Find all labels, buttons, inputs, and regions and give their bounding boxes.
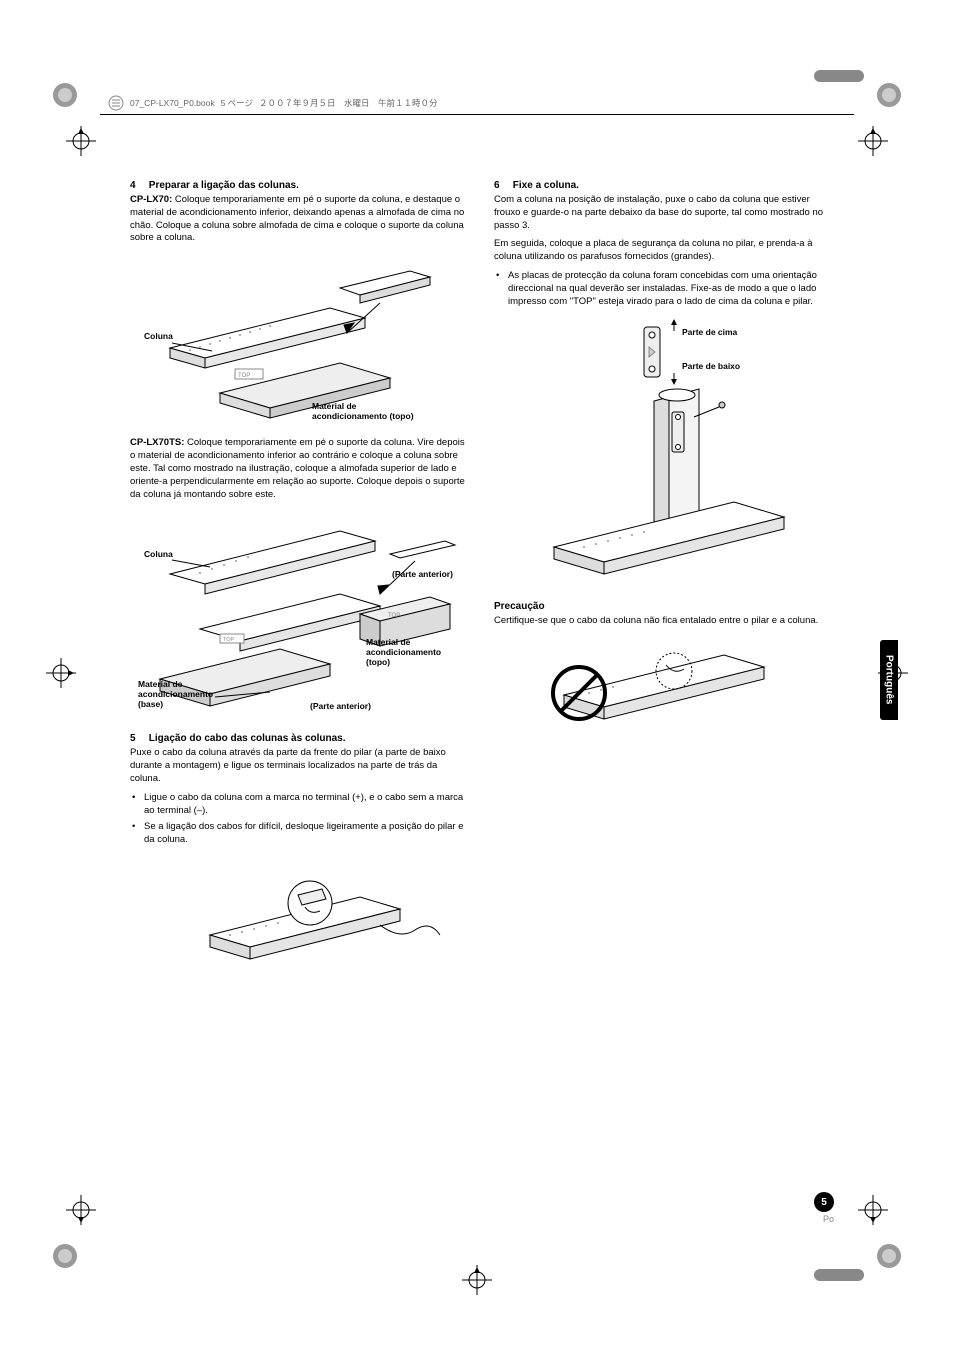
section-6-bullets: As placas de protecção da coluna foram c… — [494, 270, 830, 308]
reg-cross-bc — [462, 1265, 492, 1295]
figure-3 — [130, 855, 466, 975]
gray-tab-top — [814, 70, 864, 82]
figure-5 — [494, 635, 830, 735]
section-5-b2: Se a ligação dos cabos for difícil, desl… — [144, 821, 466, 847]
figure-5-svg — [494, 635, 830, 735]
section-4-p1: CP-LX70: Coloque temporariamente em pé o… — [130, 194, 466, 245]
section-6-head: 6 Fixe a coluna. — [494, 180, 830, 191]
section-4-p1-text: Coloque temporariamente em pé o suporte … — [130, 194, 464, 243]
section-6-title: Fixe a coluna. — [513, 180, 579, 191]
fig2-label-topo: Material de acondicionamento (topo) — [366, 637, 466, 667]
header-filename: 07_CP-LX70_P0.book — [130, 98, 215, 108]
svg-text:TOP: TOP — [388, 613, 400, 619]
reg-cross-tr — [858, 126, 888, 156]
section-5-head: 5 Ligação do cabo das colunas às colunas… — [130, 733, 466, 744]
svg-text:TOP: TOP — [223, 637, 235, 643]
fig4-label-baixo: Parte de baixo — [682, 361, 740, 371]
figure-4: Parte de cima Parte de baixo — [494, 317, 830, 587]
section-4-head: 4 Preparar a ligação das colunas. — [130, 180, 466, 191]
fig1-label-material: Material de acondicionamento (topo) — [312, 401, 414, 421]
model-cp-lx70ts: CP-LX70TS: — [130, 437, 184, 448]
reg-corner-br — [872, 1239, 906, 1273]
fig1-leader-1 — [172, 339, 232, 359]
section-5-title: Ligação do cabo das colunas às colunas. — [149, 733, 346, 744]
reg-cross-bl — [66, 1195, 96, 1225]
section-6-b1: As placas de protecção da coluna foram c… — [508, 270, 830, 308]
model-cp-lx70: CP-LX70: — [130, 194, 172, 205]
left-column: 4 Preparar a ligação das colunas. CP-LX7… — [130, 180, 466, 989]
section-6-p2: Em seguida, coloque a placa de segurança… — [494, 238, 830, 264]
figure-2: TOP TOP Coluna (Parte anterior) Material… — [130, 509, 466, 719]
section-5-bullets: Ligue o cabo da coluna com a marca no te… — [130, 792, 466, 847]
fig2-leader-2 — [215, 692, 275, 707]
figure-3-svg — [130, 855, 466, 975]
figure-1-svg: TOP — [130, 253, 466, 423]
section-4-title: Preparar a ligação das colunas. — [149, 180, 299, 191]
fig4-label-cima: Parte de cima — [682, 327, 737, 337]
page-number-sub: Po — [823, 1214, 834, 1224]
section-4-p2: CP-LX70TS: Coloque temporariamente em pé… — [130, 437, 466, 501]
section-5-num: 5 — [130, 733, 146, 744]
reg-corner-tr — [872, 78, 906, 112]
precaucao-p1: Certifique-se que o cabo da coluna não f… — [494, 615, 830, 628]
reg-cross-ml — [46, 658, 76, 688]
fig2-label-parte2: (Parte anterior) — [310, 701, 371, 711]
section-6-p1: Com a coluna na posição de instalação, p… — [494, 194, 830, 232]
book-icon — [108, 95, 124, 111]
precaucao-head: Precaução — [494, 601, 830, 612]
reg-corner-bl — [48, 1239, 82, 1273]
page-number: 5 — [814, 1192, 834, 1212]
fig1-label-coluna: Coluna — [144, 331, 173, 341]
fig2-label-coluna: Coluna — [144, 549, 173, 559]
reg-cross-tl — [66, 126, 96, 156]
svg-text:TOP: TOP — [238, 373, 250, 379]
right-column: 6 Fixe a coluna. Com a coluna na posição… — [494, 180, 830, 989]
header-rule — [100, 114, 854, 115]
reg-cross-br — [858, 1195, 888, 1225]
reg-corner-tl — [48, 78, 82, 112]
fig2-leader-1 — [172, 557, 222, 572]
precaucao-title: Precaução — [494, 601, 545, 612]
language-tab: Português — [880, 640, 898, 720]
section-5-p1: Puxe o cabo da coluna através da parte d… — [130, 747, 466, 785]
section-5-b1: Ligue o cabo da coluna com a marca no te… — [144, 792, 466, 818]
header-strip: 07_CP-LX70_P0.book 5 ページ ２００７年９月５日 水曜日 午… — [108, 95, 438, 111]
fig2-label-parte1: (Parte anterior) — [392, 569, 453, 579]
fig2-label-base: Material de acondicionamento (base) — [138, 679, 213, 709]
page-content: 4 Preparar a ligação das colunas. CP-LX7… — [130, 180, 830, 989]
section-6-num: 6 — [494, 180, 510, 191]
header-page: 5 ページ — [221, 97, 253, 109]
gray-tab-bottom — [814, 1269, 864, 1281]
figure-4-svg — [494, 317, 830, 587]
figure-1: TOP Coluna Material de acondicionamento … — [130, 253, 466, 423]
header-date: ２００７年９月５日 水曜日 午前１１時０分 — [259, 97, 438, 109]
section-4-num: 4 — [130, 180, 146, 191]
